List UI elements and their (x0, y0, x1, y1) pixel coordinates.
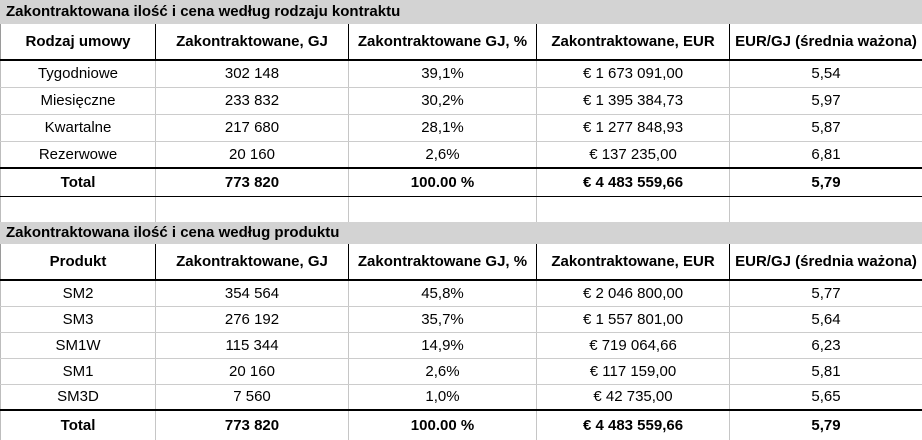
eur-cell: € 719 064,66 (536, 332, 730, 359)
table-row-sm3d: SM3D 7 560 1,0% € 42 735,00 5,65 (0, 384, 922, 411)
table-row-kwartalne: Kwartalne 217 680 28,1% € 1 277 848,93 5… (0, 114, 922, 142)
table-row-sm1: SM1 20 160 2,6% € 117 159,00 5,81 (0, 358, 922, 385)
row-label-cell: SM1 (0, 358, 156, 385)
eur-cell: € 137 235,00 (536, 141, 730, 169)
eur-per-gj-cell: 5,81 (729, 358, 922, 385)
total-label-cell: Total (0, 168, 156, 197)
column-header-eur-per-gj: EUR/GJ (średnia ważona) (729, 24, 922, 61)
empty-cell (155, 196, 349, 222)
gj-pct-cell: 30,2% (348, 87, 537, 115)
eur-per-gj-cell: 5,87 (729, 114, 922, 142)
gj-pct-cell: 45,8% (348, 280, 537, 307)
eur-cell: € 1 277 848,93 (536, 114, 730, 142)
contract-type-section: Zakontraktowana ilość i cena według rodz… (0, 0, 922, 222)
contract-type-table: Rodzaj umowy Zakontraktowane, GJ Zakontr… (0, 24, 922, 222)
gj-pct-cell: 2,6% (348, 141, 537, 169)
total-label-cell: Total (0, 410, 156, 440)
eur-per-gj-cell: 5,65 (729, 384, 922, 411)
empty-cell (0, 196, 156, 222)
product-table: Produkt Zakontraktowane, GJ Zakontraktow… (0, 244, 922, 440)
table-row-tygodniowe: Tygodniowe 302 148 39,1% € 1 673 091,00 … (0, 60, 922, 88)
table-total-row: Total 773 820 100.00 % € 4 483 559,66 5,… (0, 410, 922, 440)
eur-per-gj-cell: 6,81 (729, 141, 922, 169)
gj-pct-cell: 39,1% (348, 60, 537, 88)
product-title-bar: Zakontraktowana ilość i cena według prod… (0, 222, 922, 244)
column-header-contracted-gj: Zakontraktowane, GJ (155, 24, 349, 61)
gj-pct-cell: 28,1% (348, 114, 537, 142)
table-total-row: Total 773 820 100.00 % € 4 483 559,66 5,… (0, 168, 922, 197)
row-label-cell: SM3 (0, 306, 156, 333)
column-header-contracted-gj-pct: Zakontraktowane GJ, % (348, 24, 537, 61)
table-row-sm3: SM3 276 192 35,7% € 1 557 801,00 5,64 (0, 306, 922, 333)
total-eur-per-gj-cell: 5,79 (729, 168, 922, 197)
eur-cell: € 1 557 801,00 (536, 306, 730, 333)
gj-cell: 20 160 (155, 141, 349, 169)
gj-cell: 233 832 (155, 87, 349, 115)
row-label-cell: Tygodniowe (0, 60, 156, 88)
table-row-rezerwowe: Rezerwowe 20 160 2,6% € 137 235,00 6,81 (0, 141, 922, 169)
column-header-contract-type: Rodzaj umowy (0, 24, 156, 61)
gj-cell: 7 560 (155, 384, 349, 411)
row-label-cell: Miesięczne (0, 87, 156, 115)
total-gj-pct-cell: 100.00 % (348, 168, 537, 197)
column-header-eur-per-gj: EUR/GJ (średnia ważona) (729, 244, 922, 281)
column-header-contracted-eur: Zakontraktowane, EUR (536, 24, 730, 61)
total-gj-pct-cell: 100.00 % (348, 410, 537, 440)
eur-per-gj-cell: 5,77 (729, 280, 922, 307)
total-eur-per-gj-cell: 5,79 (729, 410, 922, 440)
eur-cell: € 2 046 800,00 (536, 280, 730, 307)
eur-cell: € 1 395 384,73 (536, 87, 730, 115)
eur-per-gj-cell: 5,97 (729, 87, 922, 115)
eur-per-gj-cell: 6,23 (729, 332, 922, 359)
total-gj-cell: 773 820 (155, 410, 349, 440)
table-row-sm1w: SM1W 115 344 14,9% € 719 064,66 6,23 (0, 332, 922, 359)
contract-type-header-row: Rodzaj umowy Zakontraktowane, GJ Zakontr… (0, 24, 922, 61)
gj-cell: 217 680 (155, 114, 349, 142)
column-header-product: Produkt (0, 244, 156, 281)
empty-cell (729, 196, 922, 222)
contract-type-title-bar: Zakontraktowana ilość i cena według rodz… (0, 0, 922, 24)
eur-per-gj-cell: 5,54 (729, 60, 922, 88)
gj-pct-cell: 2,6% (348, 358, 537, 385)
row-label-cell: SM3D (0, 384, 156, 411)
eur-cell: € 42 735,00 (536, 384, 730, 411)
product-header-row: Produkt Zakontraktowane, GJ Zakontraktow… (0, 244, 922, 281)
eur-cell: € 1 673 091,00 (536, 60, 730, 88)
total-eur-cell: € 4 483 559,66 (536, 168, 730, 197)
gj-pct-cell: 1,0% (348, 384, 537, 411)
column-header-contracted-eur: Zakontraktowane, EUR (536, 244, 730, 281)
row-label-cell: Kwartalne (0, 114, 156, 142)
gj-pct-cell: 35,7% (348, 306, 537, 333)
gj-cell: 302 148 (155, 60, 349, 88)
spacer-row (0, 196, 922, 222)
table-row-miesieczne: Miesięczne 233 832 30,2% € 1 395 384,73 … (0, 87, 922, 115)
eur-per-gj-cell: 5,64 (729, 306, 922, 333)
gj-cell: 354 564 (155, 280, 349, 307)
total-gj-cell: 773 820 (155, 168, 349, 197)
row-label-cell: Rezerwowe (0, 141, 156, 169)
column-header-contracted-gj: Zakontraktowane, GJ (155, 244, 349, 281)
empty-cell (348, 196, 537, 222)
gj-cell: 115 344 (155, 332, 349, 359)
empty-cell (536, 196, 730, 222)
gj-pct-cell: 14,9% (348, 332, 537, 359)
row-label-cell: SM1W (0, 332, 156, 359)
total-eur-cell: € 4 483 559,66 (536, 410, 730, 440)
column-header-contracted-gj-pct: Zakontraktowane GJ, % (348, 244, 537, 281)
table-row-sm2: SM2 354 564 45,8% € 2 046 800,00 5,77 (0, 280, 922, 307)
product-section: Zakontraktowana ilość i cena według prod… (0, 222, 922, 440)
row-label-cell: SM2 (0, 280, 156, 307)
gj-cell: 276 192 (155, 306, 349, 333)
eur-cell: € 117 159,00 (536, 358, 730, 385)
gj-cell: 20 160 (155, 358, 349, 385)
